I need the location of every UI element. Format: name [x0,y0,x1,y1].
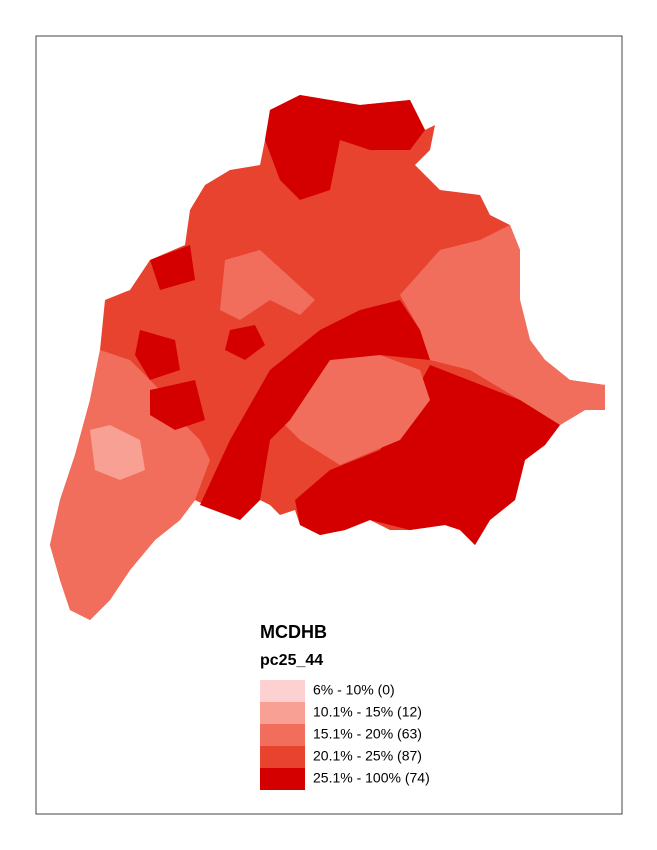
legend-swatch [260,724,305,746]
region [295,365,560,545]
legend-swatch [260,746,305,768]
frame [35,35,623,815]
legend-label: 20.1% - 25% (87) [313,748,422,764]
region [135,330,180,380]
legend-title: MCDHB [260,622,327,642]
region [220,250,315,320]
region [265,95,425,200]
region [200,300,430,520]
legend-label: 6% - 10% (0) [313,682,395,698]
legend-label: 15.1% - 20% (63) [313,726,422,742]
legend-label: 10.1% - 15% (12) [313,704,422,720]
map [50,95,605,620]
region [90,425,145,480]
region [400,225,605,425]
legend-subtitle: pc25_44 [260,652,323,669]
legend-swatch [260,680,305,702]
legend-label: 25.1% - 100% (74) [313,770,430,786]
region [285,355,430,465]
region [150,245,195,290]
legend-swatch [260,768,305,790]
legend: 6% - 10% (0) 10.1% - 15% (12) 15.1% - 20% … [260,680,430,790]
region [150,380,205,430]
region [225,325,265,360]
legend-swatch [260,702,305,724]
